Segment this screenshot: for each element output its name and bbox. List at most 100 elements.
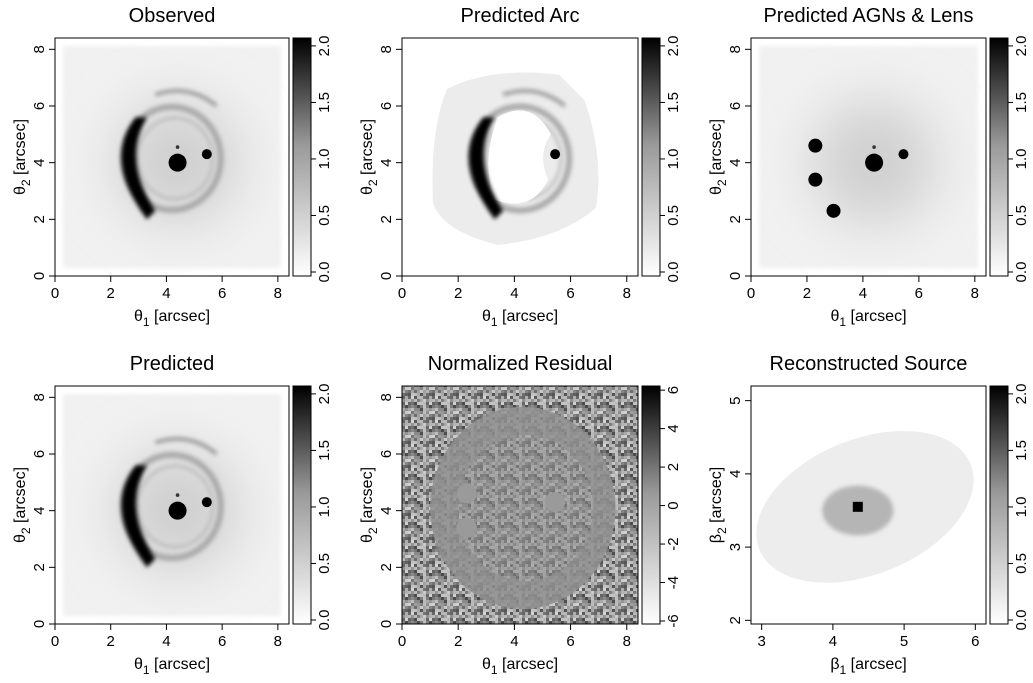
x-tick-label: 6 (218, 285, 226, 302)
x-tick-label: 2 (454, 633, 462, 650)
colorbar-tick-label: 1.0 (1013, 497, 1030, 518)
image-area (55, 386, 289, 624)
colorbar (641, 385, 661, 625)
plot-frame (750, 37, 987, 277)
y-tick-label: 0 (378, 272, 395, 280)
bright-arc (121, 117, 156, 220)
colorbar-tick-label: 0.0 (1013, 262, 1030, 283)
upper-arclet (502, 88, 567, 108)
x-tick-label: 2 (454, 285, 462, 302)
y-tick-label: 4 (31, 506, 48, 514)
colorbar-tick-label: 0 (665, 501, 682, 509)
x-axis-label: θ1 [arcsec] (830, 308, 906, 329)
y-axis-label: β2 [arcsec] (708, 467, 729, 543)
colorbar-tick-label: 2.0 (1013, 35, 1030, 56)
x-tick-label: 0 (398, 633, 406, 650)
upper-arclet (154, 436, 218, 456)
y-tick-label: 8 (31, 393, 48, 401)
y-tick-label: 2 (31, 563, 48, 571)
y-tick-label: 2 (378, 563, 395, 571)
plot-frame (401, 37, 639, 277)
y-tick-label: 6 (378, 102, 395, 110)
colorbar (292, 385, 312, 625)
y-tick-label: 5 (727, 396, 744, 404)
x-tick-label: 5 (900, 633, 908, 650)
colorbar-tick-label: -4 (665, 576, 682, 589)
x-tick-label: 0 (747, 285, 755, 302)
x-tick-label: 4 (162, 285, 170, 302)
y-tick-label: 4 (378, 158, 395, 166)
y-axis-label: θ2 [arcsec] (12, 119, 33, 195)
lens-companion (175, 145, 180, 149)
x-axis-label: θ1 [arcsec] (482, 656, 558, 677)
x-tick-label: 2 (107, 285, 115, 302)
colorbar-tick-label: 1.0 (316, 497, 333, 518)
x-tick-label: 6 (218, 633, 226, 650)
agn-image (550, 149, 561, 160)
residual-inner (458, 434, 594, 581)
image-area (402, 386, 638, 624)
image-area (55, 38, 289, 276)
colorbar-tick-label: 1.5 (1013, 92, 1030, 113)
panel-title: Observed (129, 5, 216, 27)
agn-image (898, 149, 909, 160)
y-tick-label: 6 (378, 450, 395, 458)
bright-arc (469, 117, 504, 220)
lens-galaxy (168, 501, 187, 520)
x-axis-label: θ1 [arcsec] (134, 308, 210, 329)
inner-ring (135, 464, 215, 549)
bright-arc (121, 465, 156, 568)
x-tick-label: 2 (803, 285, 811, 302)
image-area (751, 386, 986, 624)
y-tick-label: 4 (31, 158, 48, 166)
y-tick-label: 0 (378, 620, 395, 628)
y-tick-label: 2 (727, 215, 744, 223)
x-tick-label: 6 (915, 285, 923, 302)
source-peak (852, 501, 863, 512)
x-tick-label: 6 (971, 633, 979, 650)
panel-6: Reconstructed Source 3 4 5 6 2 3 4 5 β1 [arcsec] β… (708, 353, 1030, 677)
y-tick-label: 6 (727, 102, 744, 110)
x-tick-label: 4 (510, 285, 518, 302)
x-tick-label: 0 (51, 285, 59, 302)
masked-center (488, 110, 551, 204)
colorbar-tick-label: 0.5 (1013, 205, 1030, 226)
x-tick-label: 4 (859, 285, 867, 302)
agn-image (808, 138, 823, 153)
colorbar-tick-label: 4 (665, 424, 682, 432)
colorbar-tick-label: -2 (665, 537, 682, 550)
x-tick-label: 6 (566, 633, 574, 650)
y-tick-label: 8 (378, 45, 395, 53)
y-tick-label: 6 (31, 450, 48, 458)
x-tick-label: 8 (623, 633, 631, 650)
colorbar-tick-label: 2.0 (316, 35, 333, 56)
panel-4: Predicted 0 2 4 6 8 0 2 4 6 8 θ1 [arcsec] θ2 [arcsec… (12, 353, 333, 677)
colorbar-tick-label: 0.0 (316, 610, 333, 631)
panel-1: Observed 0 2 4 6 8 0 2 4 6 8 θ1 [arcsec] θ2 [arcsec]… (12, 5, 333, 329)
colorbar-tick-label: 1.5 (316, 92, 333, 113)
agn-image (808, 172, 823, 187)
colorbar (989, 385, 1009, 625)
lens-galaxy (168, 153, 187, 172)
y-tick-label: 3 (727, 543, 744, 551)
colorbar-tick-label: 1.5 (665, 92, 682, 113)
x-tick-label: 4 (829, 633, 837, 650)
lens-companion (872, 145, 876, 149)
agn-image (201, 497, 212, 508)
y-axis-label: θ2 [arcsec] (12, 467, 33, 543)
y-tick-label: 0 (727, 272, 744, 280)
panel-2: Predicted Arc 0 2 4 6 8 0 2 4 6 8 θ1 [arcsec] θ2 [ar… (359, 5, 682, 329)
masked-disc (456, 517, 477, 538)
colorbar-tick-label: 0.5 (1013, 553, 1030, 574)
image-area (751, 38, 986, 276)
colorbar (989, 37, 1009, 277)
colorbar-tick-label: 0.5 (316, 553, 333, 574)
x-tick-label: 0 (398, 285, 406, 302)
masked-disc (456, 483, 477, 504)
y-tick-label: 2 (727, 616, 744, 624)
x-tick-label: 4 (162, 633, 170, 650)
plot-frame (54, 37, 290, 277)
y-tick-label: 0 (31, 620, 48, 628)
panel-title: Predicted (130, 353, 215, 375)
y-tick-label: 4 (378, 506, 395, 514)
